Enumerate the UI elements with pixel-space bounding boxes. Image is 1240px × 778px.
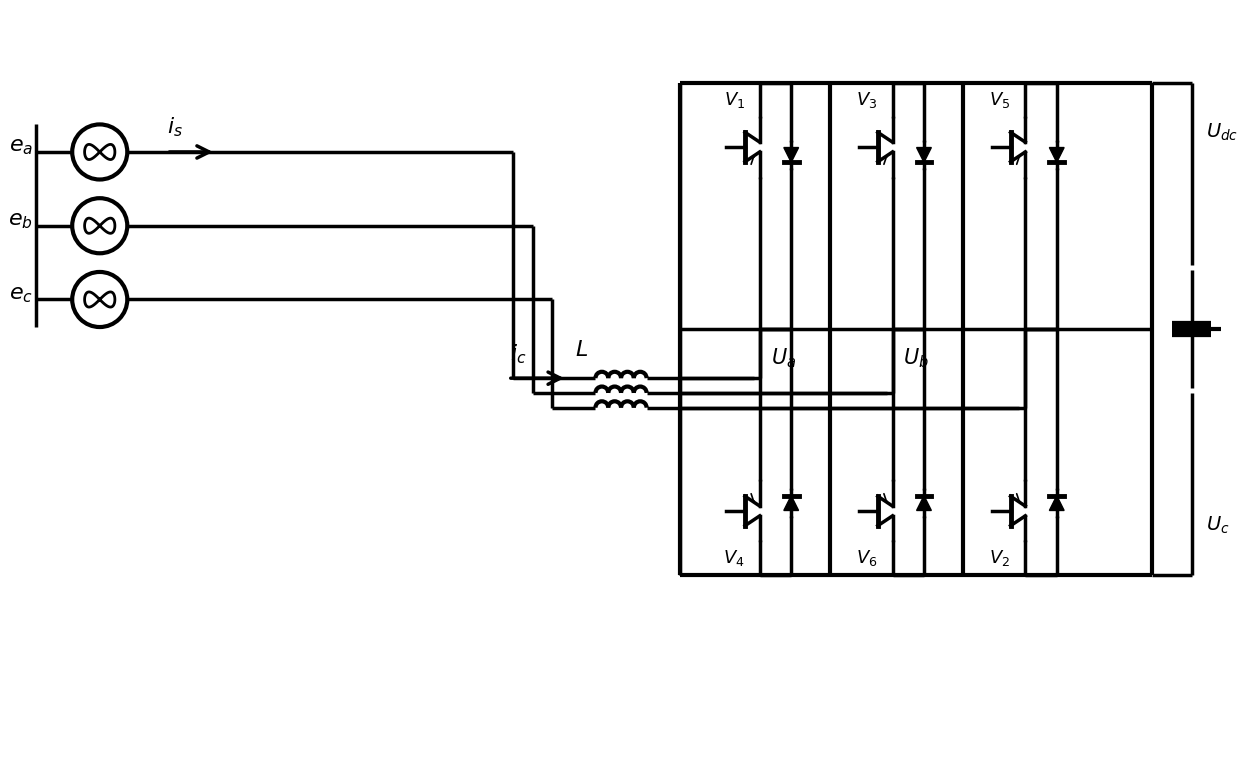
Text: $i_c$: $i_c$ <box>510 343 527 366</box>
Text: $U_{dc}$: $U_{dc}$ <box>1207 121 1239 143</box>
Polygon shape <box>916 148 931 163</box>
Polygon shape <box>1049 148 1064 163</box>
Polygon shape <box>784 148 799 163</box>
Text: $e_a$: $e_a$ <box>9 137 33 157</box>
Text: $e_b$: $e_b$ <box>9 211 33 231</box>
Text: $U_a$: $U_a$ <box>771 347 796 370</box>
Text: $L$: $L$ <box>575 341 588 360</box>
Text: $U_c$: $U_c$ <box>1207 515 1230 536</box>
Text: $e_c$: $e_c$ <box>9 285 33 304</box>
Text: $V_1$: $V_1$ <box>724 89 745 110</box>
Text: $U_b$: $U_b$ <box>903 347 929 370</box>
Polygon shape <box>784 496 799 510</box>
Text: $V_2$: $V_2$ <box>990 548 1011 569</box>
Polygon shape <box>1049 496 1064 510</box>
Text: $V_4$: $V_4$ <box>723 548 745 569</box>
Text: $V_5$: $V_5$ <box>990 89 1011 110</box>
Text: $V_6$: $V_6$ <box>856 548 878 569</box>
Text: $V_3$: $V_3$ <box>857 89 878 110</box>
Polygon shape <box>916 496 931 510</box>
Text: $i_s$: $i_s$ <box>166 116 182 139</box>
